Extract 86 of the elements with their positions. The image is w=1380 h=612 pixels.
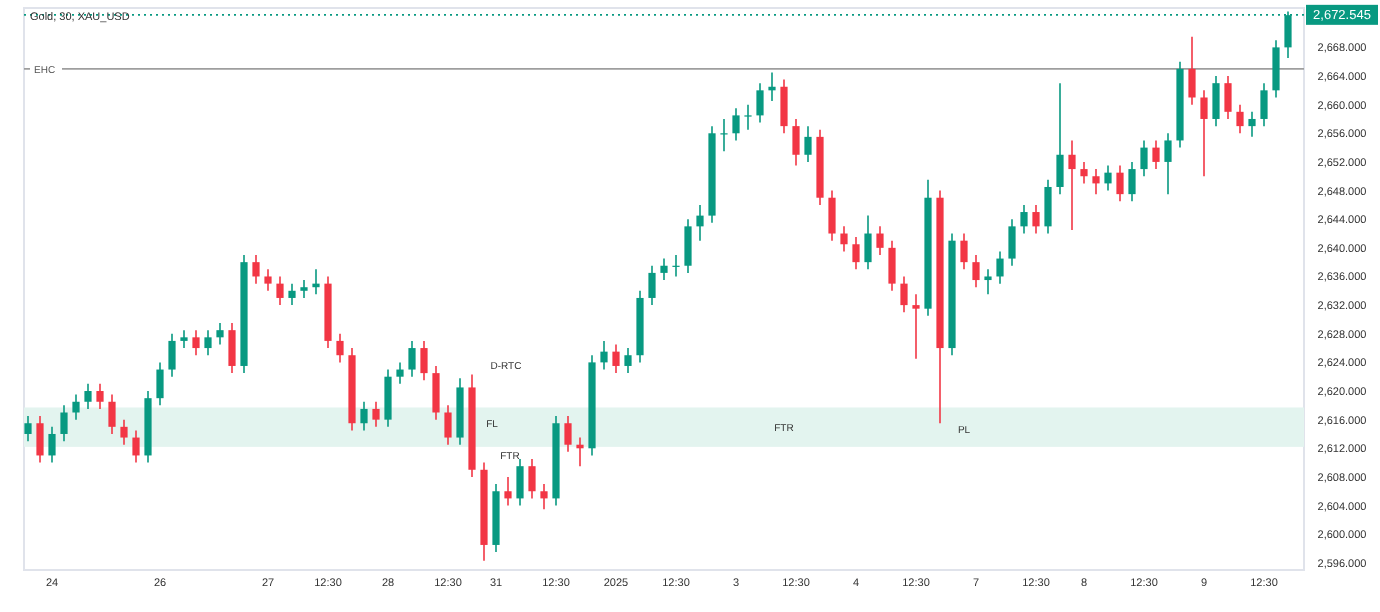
- candlestick: [912, 293, 920, 360]
- candlestick: [660, 257, 668, 281]
- candlestick: [420, 340, 428, 382]
- candlestick: [120, 418, 128, 446]
- candlestick: [1164, 132, 1172, 195]
- candlestick: [1080, 161, 1088, 185]
- candlestick: [156, 361, 164, 407]
- candlestick: [108, 393, 116, 435]
- candlestick: [396, 361, 404, 385]
- candlestick: [1248, 111, 1256, 138]
- candlestick: [252, 254, 260, 285]
- candlestick: [444, 404, 452, 446]
- candlestick: [780, 78, 788, 135]
- candlestick: [804, 125, 812, 163]
- candlestick: [540, 483, 548, 510]
- candlestick: [1260, 82, 1268, 127]
- candlestick: [624, 347, 632, 374]
- candlestick: [168, 332, 176, 378]
- candlestick: [264, 268, 272, 292]
- candlestick: [24, 415, 32, 442]
- candlestick: [36, 415, 44, 464]
- candlestick: [1128, 161, 1136, 203]
- candlestick: [1272, 39, 1280, 99]
- candlestick: [204, 329, 212, 357]
- candlestick: [1020, 204, 1028, 235]
- candlestick: [372, 400, 380, 428]
- candlestick: [1056, 82, 1064, 195]
- candlestick: [768, 71, 776, 102]
- candlestick: [132, 429, 140, 464]
- candlestick: [828, 189, 836, 242]
- candlestick: [1104, 164, 1112, 192]
- candlestick: [1224, 75, 1232, 120]
- candlestick: [996, 250, 1004, 285]
- candlestick: [1116, 164, 1124, 203]
- candlestick: [192, 329, 200, 357]
- candlestick: [960, 232, 968, 271]
- candlestick: [1236, 103, 1244, 135]
- candlestick: [864, 214, 872, 271]
- candlestick: [288, 282, 296, 306]
- candlestick: [876, 225, 884, 256]
- candlestick: [276, 275, 284, 306]
- candlestick: [228, 322, 236, 374]
- candlestick: [756, 82, 764, 124]
- candlestick: [1032, 204, 1040, 235]
- candlestick: [840, 225, 848, 253]
- candlestick: [1008, 218, 1016, 267]
- candlestick: [1188, 35, 1196, 106]
- candlestick: [1140, 139, 1148, 178]
- candlestick: [576, 436, 584, 467]
- candlestick: [384, 368, 392, 428]
- candlestick: [564, 415, 572, 453]
- candlestick: [432, 365, 440, 421]
- candlestick: [408, 340, 416, 378]
- candlestick: [1092, 168, 1100, 195]
- candlestick: [1152, 139, 1160, 170]
- candlestick: [528, 458, 536, 500]
- candlestick: [516, 458, 524, 507]
- candlestick: [984, 268, 992, 296]
- candlestick: [60, 404, 68, 442]
- candlestick: [360, 400, 368, 432]
- candlestick: [888, 239, 896, 292]
- candlestick: [744, 103, 752, 131]
- candlestick: [972, 254, 980, 289]
- candlestick: [504, 476, 512, 507]
- candlestick: [648, 264, 656, 306]
- candlestick: [216, 322, 224, 346]
- candlestick: [1212, 75, 1220, 127]
- candlestick: [1200, 89, 1208, 178]
- candlestick: [684, 218, 692, 274]
- candlestick: [300, 279, 308, 299]
- candlestick: [1068, 139, 1076, 231]
- candlestick: [1044, 179, 1052, 235]
- candlestick: [612, 343, 620, 374]
- candlestick: [84, 383, 92, 410]
- candlestick: [732, 107, 740, 142]
- candlestick: [180, 329, 188, 349]
- candlestick: [336, 332, 344, 364]
- candlestick: [696, 204, 704, 242]
- candlestick: [96, 383, 104, 410]
- candlestick: [600, 340, 608, 371]
- candlestick: [48, 426, 56, 464]
- candlestick: [312, 268, 320, 296]
- candlestick: [852, 236, 860, 271]
- candlestick: [72, 393, 80, 421]
- candlestick: [900, 275, 908, 314]
- candlestick: [792, 118, 800, 167]
